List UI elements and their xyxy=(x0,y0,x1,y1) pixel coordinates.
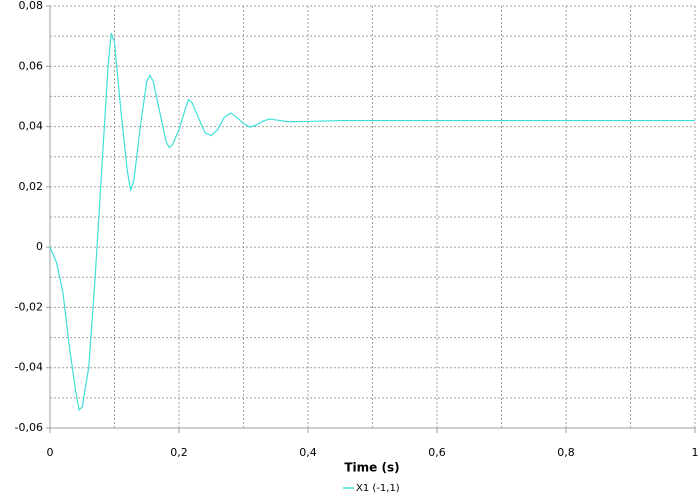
x-tick-label: 0,2 xyxy=(170,446,188,459)
x-tick-label: 0,4 xyxy=(299,446,317,459)
x-tick-label: 1 xyxy=(692,446,699,459)
x-axis-title: Time (s) xyxy=(344,461,399,475)
legend-label: X1 (-1,1) xyxy=(356,483,400,494)
y-tick-label: -0,04 xyxy=(15,361,43,374)
y-tick-label: 0,08 xyxy=(19,0,44,12)
x-tick-label: 0,6 xyxy=(428,446,446,459)
x-tick-label: 0 xyxy=(47,446,54,459)
y-tick-label: -0,06 xyxy=(15,421,43,434)
x-tick-label: 0,8 xyxy=(557,446,575,459)
data-line xyxy=(49,32,695,412)
y-tick-label: 0,06 xyxy=(19,59,44,72)
y-tick-label: 0 xyxy=(36,240,43,253)
y-tick-label: -0,02 xyxy=(15,300,43,313)
y-tick-label: 0,02 xyxy=(19,180,44,193)
y-tick-label: 0,04 xyxy=(19,120,44,133)
